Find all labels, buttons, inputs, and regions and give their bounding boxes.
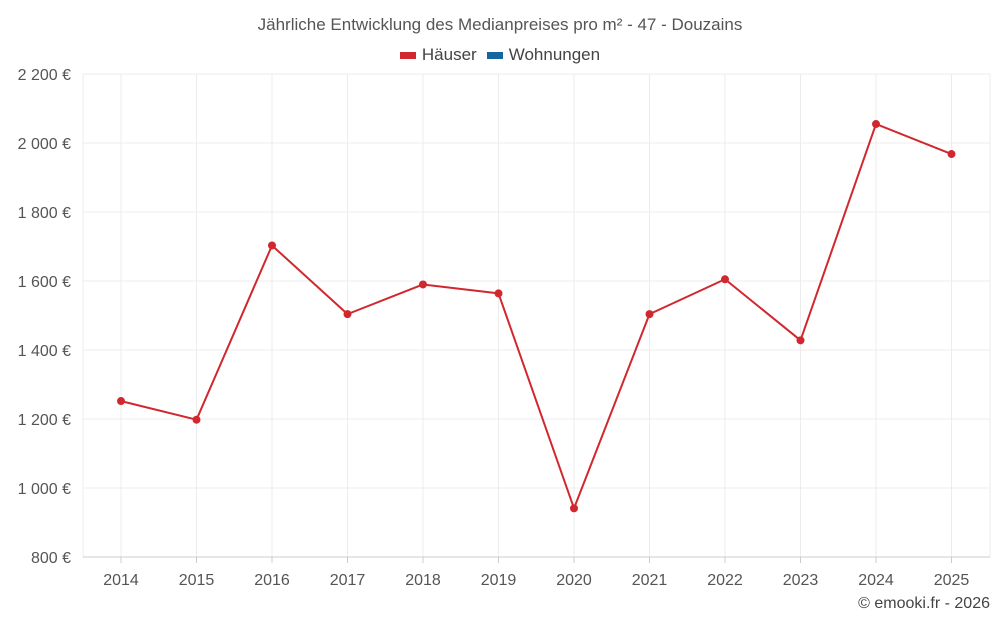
- legend-item-haeuser[interactable]: Häuser: [399, 45, 477, 65]
- x-tick-label: 2022: [707, 572, 743, 589]
- y-tick-label: 1 000 €: [18, 481, 71, 498]
- y-tick-label: 1 200 €: [18, 412, 71, 429]
- x-tick-label: 2017: [330, 572, 366, 589]
- legend-label-haeuser: Häuser: [421, 45, 477, 64]
- legend-label-wohnungen: Wohnungen: [508, 45, 601, 64]
- legend-item-wohnungen[interactable]: Wohnungen: [486, 45, 601, 65]
- data-point[interactable]: [268, 241, 276, 250]
- series-line-0: [120, 123, 952, 510]
- axis-layer: 800 € 1 000 € 1 200 € 1 400 € 1 600 € 1 800 €…: [18, 67, 990, 589]
- grid-layer: [82, 73, 991, 558]
- x-tick-label: 2024: [858, 572, 894, 589]
- data-point[interactable]: [494, 289, 503, 298]
- x-tick-label: 2021: [632, 572, 668, 589]
- chart-title: Jährliche Entwicklung des Medianpreises …: [257, 15, 743, 34]
- y-tick-label: 800 €: [31, 550, 71, 567]
- y-tick-label: 2 200 €: [18, 67, 71, 84]
- x-tick-label: 2023: [783, 572, 819, 589]
- data-point[interactable]: [192, 415, 201, 424]
- data-point[interactable]: [796, 336, 805, 345]
- data-point[interactable]: [947, 150, 956, 159]
- data-point[interactable]: [343, 310, 352, 319]
- legend-swatch-wohnungen: [486, 51, 503, 59]
- x-tick-label: 2016: [254, 572, 290, 589]
- data-point[interactable]: [117, 397, 125, 406]
- data-point[interactable]: [570, 504, 578, 513]
- x-tick-label: 2025: [934, 572, 970, 589]
- x-tick-label: 2015: [179, 572, 215, 589]
- series-layer: [117, 120, 956, 513]
- y-tick-label: 2 000 €: [18, 136, 71, 153]
- y-tick-label: 1 400 €: [18, 343, 71, 360]
- data-point[interactable]: [645, 310, 654, 319]
- legend-swatch-haeuser: [399, 51, 416, 59]
- x-tick-label: 2018: [405, 572, 441, 589]
- x-tick-label: 2020: [556, 572, 592, 589]
- chart-legend: Häuser Wohnungen: [0, 45, 1000, 65]
- data-point[interactable]: [872, 120, 880, 129]
- data-point[interactable]: [721, 275, 729, 284]
- y-tick-label: 1 600 €: [18, 274, 71, 291]
- y-tick-label: 1 800 €: [18, 205, 71, 222]
- data-point[interactable]: [419, 280, 427, 289]
- x-tick-label: 2019: [481, 572, 517, 589]
- credit-text: © emooki.fr - 2026: [858, 595, 990, 612]
- x-tick-label: 2014: [103, 572, 139, 589]
